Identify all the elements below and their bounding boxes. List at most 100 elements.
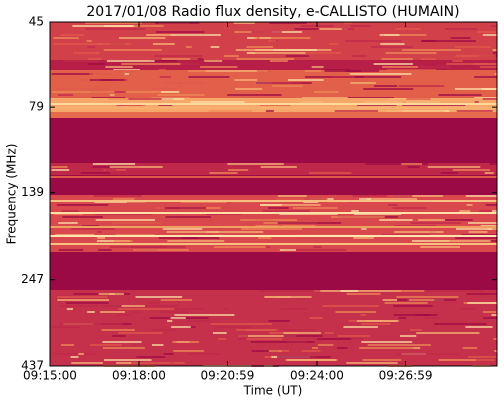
spectrogram-texture (235, 49, 270, 51)
spectrogram-texture (53, 43, 104, 45)
spectrogram-texture (134, 305, 178, 307)
spectrogram-texture (311, 66, 324, 68)
spectrogram-texture (391, 169, 417, 171)
spectrogram-texture (124, 73, 129, 75)
spectrogram-texture (392, 207, 427, 209)
spectrogram-texture (206, 231, 264, 233)
spectrogram-texture (386, 110, 445, 112)
spectrogram-texture (188, 353, 221, 355)
spectrogram-texture (260, 204, 321, 206)
spectrogram-texture (75, 79, 95, 81)
spectrogram-texture (491, 210, 497, 212)
y-tick-label: 79 (29, 100, 44, 114)
x-tick-label: 09:26:59 (379, 369, 433, 383)
spectrogram-texture (53, 353, 96, 355)
spectrogram-texture (105, 66, 133, 68)
spectrogram-texture (99, 305, 145, 307)
spectrogram-line (50, 176, 497, 178)
spectrogram-texture (51, 166, 68, 168)
spectrogram-texture (398, 317, 407, 319)
spectrogram-texture (393, 314, 438, 316)
spectrogram-texture (171, 326, 191, 328)
spectrogram-texture (103, 25, 135, 27)
spectrogram-texture (459, 210, 471, 212)
spectrogram-texture (462, 347, 478, 349)
spectrogram-texture (350, 25, 372, 27)
spectrogram-texture (163, 353, 174, 355)
spectrogram-texture (275, 198, 328, 200)
spectrogram-texture (95, 219, 156, 221)
spectrogram-texture (240, 228, 303, 230)
spectrogram-texture (165, 216, 211, 218)
spectrogram-texture (341, 28, 354, 30)
spectrogram-texture (421, 58, 436, 60)
spectrogram-texture (319, 28, 348, 30)
spectrogram-texture (412, 347, 421, 349)
spectrogram-texture (85, 28, 146, 30)
spectrogram-texture (432, 240, 491, 242)
spectrogram-texture (227, 163, 284, 165)
spectrogram-texture (352, 195, 413, 197)
spectrogram-texture (268, 320, 291, 322)
spectrogram-texture (262, 210, 311, 212)
spectrogram-texture (467, 302, 497, 304)
spectrogram-texture (468, 356, 497, 358)
spectrogram-texture (187, 320, 212, 322)
spectrogram-texture (101, 329, 135, 331)
spectrogram-texture (409, 299, 435, 301)
spectrogram-texture (235, 88, 263, 90)
spectrogram-texture (172, 341, 200, 343)
spectrogram-texture (71, 228, 116, 230)
spectrogram-texture (491, 314, 497, 316)
spectrogram-texture (96, 231, 102, 233)
spectrogram-texture (427, 166, 481, 168)
spectrogram-texture (114, 240, 133, 242)
spectrogram-texture (479, 66, 497, 68)
spectrogram-texture (102, 347, 145, 349)
spectrogram-texture (352, 55, 367, 57)
spectrogram-texture (58, 249, 84, 251)
spectrogram-texture (285, 55, 309, 57)
spectrogram-texture (57, 296, 108, 298)
spectrogram-texture (455, 55, 496, 57)
spectrogram-texture (337, 335, 370, 337)
spectrogram-texture (360, 314, 367, 316)
spectrogram-texture (51, 169, 70, 171)
spectrogram-texture (130, 246, 186, 248)
spectrogram-texture (452, 60, 463, 62)
y-tick-label: 139 (21, 185, 44, 199)
spectrogram-texture (452, 169, 491, 171)
spectrogram-texture (288, 350, 302, 352)
spectrogram-texture (126, 91, 178, 93)
spectrogram-texture (146, 34, 174, 36)
spectrogram-texture (109, 166, 163, 168)
spectrogram-texture (317, 344, 334, 346)
spectrogram-band (50, 112, 497, 118)
spectrogram-texture (359, 347, 414, 349)
spectrogram-texture (438, 359, 476, 361)
spectrogram-texture (97, 237, 105, 239)
spectrogram-texture (187, 326, 196, 328)
spectrogram-band (50, 60, 497, 70)
spectrogram-texture (422, 317, 438, 319)
spectrogram-texture (109, 94, 115, 96)
spectrogram-texture (268, 350, 282, 352)
spectrogram-texture (234, 79, 258, 81)
spectrogram-texture (164, 82, 206, 84)
spectrogram-texture (450, 37, 471, 39)
spectrogram-texture (361, 341, 413, 343)
spectrogram-texture (331, 76, 359, 78)
spectrogram-texture (134, 25, 164, 27)
spectrogram-texture (174, 314, 235, 316)
spectrogram-texture (396, 353, 460, 355)
spectrogram-texture (170, 34, 221, 36)
spectrogram-texture (483, 311, 497, 313)
spectrogram-texture (288, 79, 324, 81)
spectrogram-texture (328, 43, 339, 45)
spectrogram-texture (330, 216, 385, 218)
spectrogram-texture (317, 338, 352, 340)
spectrogram (50, 22, 497, 367)
spectrogram-texture (334, 110, 379, 112)
spectrogram-texture (60, 305, 115, 307)
spectrogram-texture (403, 66, 450, 68)
